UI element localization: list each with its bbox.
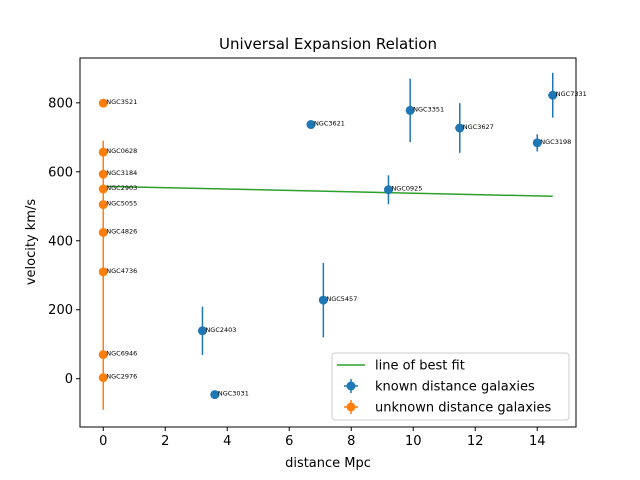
unknown-point-ngc3184: NGC3184 bbox=[98, 169, 137, 179]
known-point-ngc5457: NGC5457 bbox=[318, 262, 357, 338]
legend-label: line of best fit bbox=[375, 359, 465, 374]
data-marker bbox=[98, 169, 108, 179]
data-marker bbox=[318, 295, 328, 305]
point-label: NGC3198 bbox=[540, 138, 571, 146]
y-tick-label: 800 bbox=[48, 96, 73, 111]
point-label: NGC4736 bbox=[106, 267, 137, 275]
data-marker bbox=[98, 373, 108, 383]
x-tick-label: 8 bbox=[347, 434, 355, 449]
point-label: NGC5055 bbox=[106, 200, 137, 208]
data-marker bbox=[98, 200, 108, 210]
legend-swatch-marker bbox=[346, 381, 356, 391]
point-label: NGC0925 bbox=[391, 185, 422, 193]
legend-entry-1: known distance galaxies bbox=[344, 379, 535, 395]
x-tick-label: 4 bbox=[223, 434, 231, 449]
unknown-point-ngc3521: NGC3521 bbox=[98, 98, 137, 108]
point-label: NGC3031 bbox=[218, 390, 249, 398]
known-point-ngc3351: NGC3351 bbox=[405, 78, 444, 143]
x-tick-label: 0 bbox=[99, 434, 107, 449]
legend-entry-0: line of best fit bbox=[337, 359, 465, 374]
data-marker bbox=[98, 184, 108, 194]
x-axis-title: distance Mpc bbox=[285, 456, 371, 471]
data-marker bbox=[455, 123, 465, 133]
x-tick-label: 10 bbox=[405, 434, 422, 449]
unknown-point-ngc2903: NGC2903 bbox=[98, 184, 137, 194]
known-point-ngc3198: NGC3198 bbox=[532, 134, 571, 152]
x-tick-label: 14 bbox=[529, 434, 546, 449]
point-label: NGC3521 bbox=[106, 98, 137, 106]
data-marker bbox=[548, 90, 558, 100]
data-marker bbox=[98, 267, 108, 277]
point-label: NGC3627 bbox=[463, 123, 494, 131]
unknown-point-ngc5055: NGC5055 bbox=[98, 200, 137, 210]
legend-entry-2: unknown distance galaxies bbox=[344, 400, 552, 416]
point-label: NGC0628 bbox=[106, 147, 137, 155]
y-tick-label: 200 bbox=[48, 303, 73, 318]
unknown-point-ngc2976: NGC2976 bbox=[98, 346, 137, 409]
point-label: NGC3351 bbox=[413, 105, 444, 113]
point-label: NGC4826 bbox=[106, 227, 137, 235]
y-tick-label: 600 bbox=[48, 165, 73, 180]
point-label: NGC2403 bbox=[205, 326, 236, 334]
known-point-ngc3621: NGC3621 bbox=[306, 120, 345, 130]
unknown-point-ngc0628: NGC0628 bbox=[98, 143, 137, 161]
best-fit-line bbox=[103, 185, 553, 198]
data-marker bbox=[210, 390, 220, 400]
data-marker bbox=[98, 147, 108, 157]
plot-area: NGC2403 NGC3031 NGC3621 NGC5457 NGC0925 NGC33… bbox=[98, 72, 587, 410]
legend: line of best fit known distance galaxies u… bbox=[331, 352, 570, 421]
y-tick-label: 0 bbox=[65, 372, 73, 387]
x-tick-label: 2 bbox=[161, 434, 169, 449]
data-marker bbox=[197, 326, 207, 336]
known-point-ngc2403: NGC2403 bbox=[197, 306, 236, 355]
point-label: NGC2976 bbox=[106, 373, 137, 381]
legend-box bbox=[331, 352, 570, 421]
data-marker bbox=[98, 227, 108, 237]
data-marker bbox=[383, 185, 393, 195]
y-axis-title: velocity km/s bbox=[24, 199, 39, 286]
legend-swatch-marker bbox=[346, 402, 356, 412]
point-label: NGC2903 bbox=[106, 184, 137, 192]
x-tick-label: 6 bbox=[285, 434, 293, 449]
legend-label: known distance galaxies bbox=[375, 380, 535, 395]
point-label: NGC3184 bbox=[106, 169, 137, 177]
unknown-point-ngc4826: NGC4826 bbox=[98, 227, 137, 237]
y-tick-label: 400 bbox=[48, 234, 73, 249]
data-marker bbox=[405, 105, 415, 115]
x-tick-label: 12 bbox=[467, 434, 484, 449]
point-label: NGC6946 bbox=[106, 350, 137, 358]
point-label: NGC7331 bbox=[556, 90, 587, 98]
axes: 0 2 4 6 8 10 12 14 0 200 400 600 800 bbox=[48, 57, 577, 449]
point-label: NGC3621 bbox=[314, 120, 345, 128]
unknown-point-ngc4736: NGC4736 bbox=[98, 237, 137, 307]
point-label: NGC5457 bbox=[326, 295, 357, 303]
known-point-ngc7331: NGC7331 bbox=[548, 72, 587, 118]
legend-label: unknown distance galaxies bbox=[375, 401, 552, 416]
data-marker bbox=[98, 98, 108, 108]
data-marker bbox=[532, 138, 542, 148]
known-point-ngc3031: NGC3031 bbox=[210, 390, 249, 400]
chart-title: Universal Expansion Relation bbox=[219, 35, 437, 53]
known-point-ngc0925: NGC0925 bbox=[383, 175, 422, 205]
known-point-ngc3627: NGC3627 bbox=[455, 103, 494, 153]
plot-frame bbox=[79, 57, 577, 428]
data-marker bbox=[306, 120, 316, 130]
